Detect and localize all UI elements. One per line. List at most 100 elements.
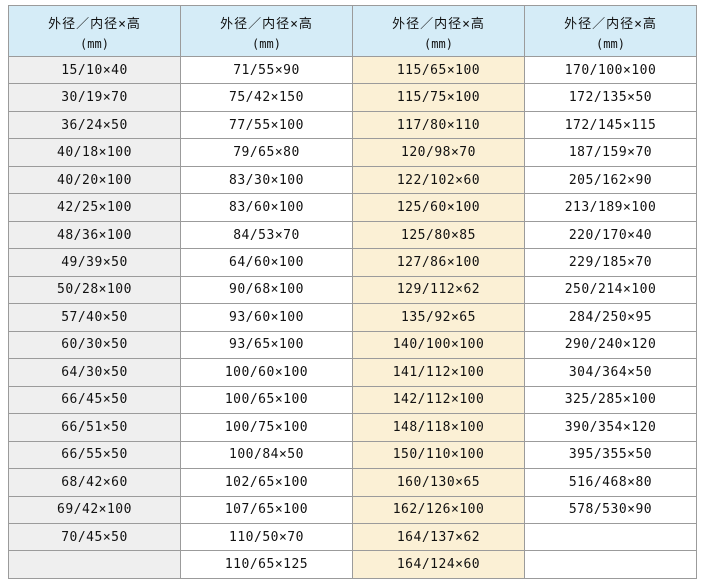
table-cell: 120/98×70 <box>352 138 525 167</box>
table-cell: 117/80×110 <box>352 110 525 140</box>
table-row: 68/42×60 102/65×100 160/130×65 516/468×80 <box>8 468 697 497</box>
table-body: 15/10×40 71/55×90 115/65×100 170/100×100 30/… <box>8 55 697 579</box>
table-cell: 129/112×62 <box>352 275 525 305</box>
table-cell: 70/45×50 <box>8 522 181 552</box>
table-cell: 30/19×70 <box>8 83 181 112</box>
table-cell: 64/30×50 <box>8 358 181 387</box>
column-header-title: 外径／内径×高 <box>564 17 657 32</box>
table-cell: 83/30×100 <box>180 165 353 195</box>
header-row: 外径／内径×高 (mm) 外径／内径×高 (mm) 外径／内径×高 (mm) 外… <box>8 5 697 57</box>
table-cell: 250/214×100 <box>524 275 697 305</box>
table-cell <box>8 550 181 579</box>
table-cell: 66/45×50 <box>8 385 181 415</box>
table-cell: 127/86×100 <box>352 248 525 277</box>
table-cell: 140/100×100 <box>352 330 525 360</box>
table-cell: 64/60×100 <box>180 248 353 277</box>
table-cell: 57/40×50 <box>8 303 181 332</box>
table-cell: 284/250×95 <box>524 303 697 332</box>
table-row: 40/20×100 83/30×100 122/102×60 205/162×90 <box>8 165 697 195</box>
table-cell: 229/185×70 <box>524 248 697 277</box>
table-cell: 100/84×50 <box>180 440 353 470</box>
table-row: 64/30×50 100/60×100 141/112×100 304/364×50 <box>8 358 697 387</box>
table-row: 30/19×70 75/42×150 115/75×100 172/135×50 <box>8 83 697 112</box>
table-cell: 213/189×100 <box>524 193 697 222</box>
table-cell: 125/80×85 <box>352 220 525 250</box>
table-cell: 290/240×120 <box>524 330 697 360</box>
table-cell: 170/100×100 <box>524 55 697 85</box>
table-cell: 79/65×80 <box>180 138 353 167</box>
table-cell <box>524 550 697 579</box>
table-row: 36/24×50 77/55×100 117/80×110 172/145×115 <box>8 110 697 140</box>
table-cell: 390/354×120 <box>524 413 697 442</box>
table-cell: 325/285×100 <box>524 385 697 415</box>
table-row: 42/25×100 83/60×100 125/60×100 213/189×100 <box>8 193 697 222</box>
table-row: 66/51×50 100/75×100 148/118×100 390/354×120 <box>8 413 697 442</box>
table-cell: 205/162×90 <box>524 165 697 195</box>
table-cell: 578/530×90 <box>524 495 697 524</box>
table-cell: 110/65×125 <box>180 550 353 579</box>
table-row: 66/45×50 100/65×100 142/112×100 325/285×100 <box>8 385 697 415</box>
table-cell: 172/135×50 <box>524 83 697 112</box>
table-row: 57/40×50 93/60×100 135/92×65 284/250×95 <box>8 303 697 332</box>
column-header-1: 外径／内径×高 (mm) <box>8 5 181 57</box>
table-cell: 304/364×50 <box>524 358 697 387</box>
column-header-title: 外径／内径×高 <box>48 17 141 32</box>
column-header-unit: (mm) <box>596 37 625 51</box>
table-cell: 50/28×100 <box>8 275 181 305</box>
table-header: 外径／内径×高 (mm) 外径／内径×高 (mm) 外径／内径×高 (mm) 外… <box>8 5 697 57</box>
table-cell: 160/130×65 <box>352 468 525 497</box>
table-cell: 172/145×115 <box>524 110 697 140</box>
table-cell <box>524 522 697 552</box>
table-cell: 77/55×100 <box>180 110 353 140</box>
table-cell: 100/75×100 <box>180 413 353 442</box>
table-cell: 150/110×100 <box>352 440 525 470</box>
table-cell: 49/39×50 <box>8 248 181 277</box>
table-cell: 142/112×100 <box>352 385 525 415</box>
table-row: 70/45×50 110/50×70 164/137×62 <box>8 522 697 552</box>
table-cell: 102/65×100 <box>180 468 353 497</box>
table-cell: 141/112×100 <box>352 358 525 387</box>
table-cell: 83/60×100 <box>180 193 353 222</box>
table-cell: 516/468×80 <box>524 468 697 497</box>
table-cell: 75/42×150 <box>180 83 353 112</box>
table-cell: 135/92×65 <box>352 303 525 332</box>
table-row: 50/28×100 90/68×100 129/112×62 250/214×100 <box>8 275 697 305</box>
column-header-title: 外径／内径×高 <box>220 17 313 32</box>
table-cell: 69/42×100 <box>8 495 181 524</box>
table-cell: 36/24×50 <box>8 110 181 140</box>
table-row: 110/65×125 164/124×60 <box>8 550 697 579</box>
table-cell: 122/102×60 <box>352 165 525 195</box>
table-row: 49/39×50 64/60×100 127/86×100 229/185×70 <box>8 248 697 277</box>
table-cell: 93/65×100 <box>180 330 353 360</box>
table-row: 40/18×100 79/65×80 120/98×70 187/159×70 <box>8 138 697 167</box>
table-cell: 66/55×50 <box>8 440 181 470</box>
table-cell: 42/25×100 <box>8 193 181 222</box>
table-cell: 110/50×70 <box>180 522 353 552</box>
table-row: 69/42×100 107/65×100 162/126×100 578/530×90 <box>8 495 697 524</box>
table-row: 15/10×40 71/55×90 115/65×100 170/100×100 <box>8 55 697 85</box>
column-header-unit: (mm) <box>252 37 281 51</box>
table-cell: 107/65×100 <box>180 495 353 524</box>
table-cell: 164/137×62 <box>352 522 525 552</box>
table-cell: 60/30×50 <box>8 330 181 360</box>
table-row: 60/30×50 93/65×100 140/100×100 290/240×120 <box>8 330 697 360</box>
table-cell: 48/36×100 <box>8 220 181 250</box>
column-header-unit: (mm) <box>80 37 109 51</box>
column-header-unit: (mm) <box>424 37 453 51</box>
table-cell: 68/42×60 <box>8 468 181 497</box>
table-cell: 100/60×100 <box>180 358 353 387</box>
dimension-spec-table: 外径／内径×高 (mm) 外径／内径×高 (mm) 外径／内径×高 (mm) 外… <box>8 5 697 579</box>
column-header-3: 外径／内径×高 (mm) <box>352 5 525 57</box>
table-cell: 90/68×100 <box>180 275 353 305</box>
table-cell: 220/170×40 <box>524 220 697 250</box>
table-cell: 148/118×100 <box>352 413 525 442</box>
table-cell: 84/53×70 <box>180 220 353 250</box>
table-cell: 395/355×50 <box>524 440 697 470</box>
table-cell: 115/75×100 <box>352 83 525 112</box>
table-cell: 100/65×100 <box>180 385 353 415</box>
table-cell: 115/65×100 <box>352 55 525 85</box>
table-cell: 71/55×90 <box>180 55 353 85</box>
table-cell: 15/10×40 <box>8 55 181 85</box>
table-cell: 93/60×100 <box>180 303 353 332</box>
